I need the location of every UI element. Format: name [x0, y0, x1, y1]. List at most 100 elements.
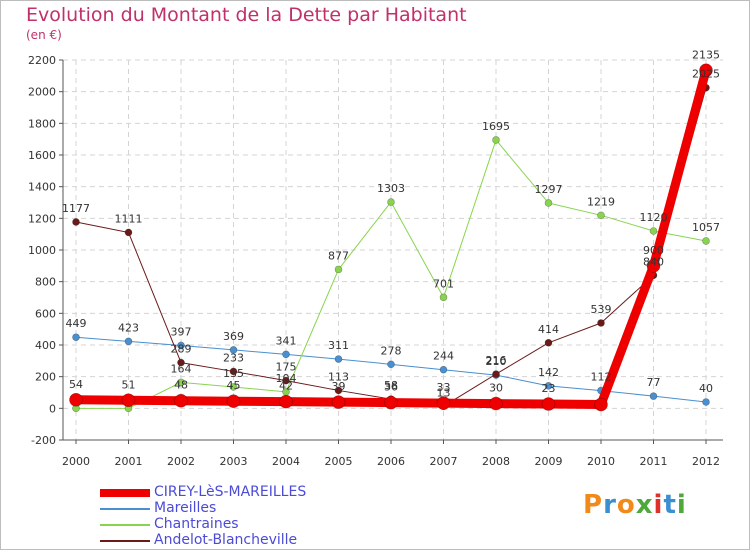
y-tick-label: 1600	[28, 149, 56, 162]
data-point	[387, 198, 395, 206]
data-point	[177, 378, 185, 387]
data-label: 423	[118, 321, 139, 334]
data-point	[174, 393, 188, 408]
y-tick-label: 2200	[28, 54, 56, 67]
data-point	[177, 358, 185, 367]
data-label: 311	[328, 339, 349, 352]
y-tick-label: 800	[35, 276, 56, 289]
data-label: 77	[647, 376, 661, 389]
data-point	[597, 319, 605, 327]
chart-subtitle: (en €)	[26, 28, 62, 42]
data-label: 33	[437, 381, 451, 394]
data-point	[594, 397, 608, 412]
data-label: 30	[489, 382, 503, 395]
data-label: 112	[591, 371, 612, 384]
x-tick-label: 2001	[115, 455, 143, 468]
data-label: 42	[279, 380, 293, 393]
data-label: 58	[384, 379, 398, 392]
data-label: 104	[276, 372, 297, 385]
data-point	[387, 360, 395, 369]
x-tick-label: 2008	[482, 455, 510, 468]
data-point	[331, 395, 346, 409]
y-tick-label: 1200	[28, 212, 56, 225]
data-point	[436, 396, 451, 410]
data-label: 539	[591, 303, 612, 316]
data-point	[226, 394, 241, 409]
data-label: 48	[174, 379, 188, 392]
data-label: 369	[223, 330, 244, 343]
x-tick-label: 2007	[430, 455, 458, 468]
data-point	[229, 346, 238, 354]
logo-letter: i	[676, 490, 687, 520]
data-label: 39	[332, 380, 346, 393]
data-label: 278	[381, 344, 402, 357]
data-label: 142	[538, 366, 559, 379]
data-label: 45	[227, 379, 241, 392]
chart-title: Evolution du Montant de la Dette par Hab…	[26, 4, 467, 26]
data-point	[544, 199, 553, 207]
data-point	[229, 383, 238, 391]
y-tick-label: 0	[49, 402, 56, 415]
data-label: 1177	[62, 202, 90, 215]
data-point	[492, 370, 500, 378]
proxiti-logo: Proxiti	[583, 490, 687, 520]
data-label: 900	[643, 244, 664, 257]
legend-swatch	[100, 489, 150, 497]
legend-swatch	[100, 524, 150, 526]
y-tick-label: 1800	[28, 117, 56, 130]
logo-letter: t	[663, 490, 677, 520]
data-label: 2025	[692, 68, 720, 81]
data-point	[489, 396, 503, 411]
data-point	[702, 398, 710, 406]
data-label: 210	[486, 355, 507, 368]
data-point	[544, 338, 553, 347]
data-point	[72, 333, 80, 342]
data-label: 244	[433, 350, 454, 363]
data-label: 1057	[692, 221, 720, 234]
x-tick-label: 2010	[587, 455, 615, 468]
data-point	[124, 337, 133, 346]
data-label: 135	[223, 367, 244, 380]
x-tick-label: 2002	[167, 455, 195, 468]
legend-label: Mareilles	[154, 500, 217, 516]
legend-swatch	[100, 508, 150, 510]
data-point	[541, 397, 556, 411]
data-label: 877	[328, 249, 349, 262]
data-point	[597, 211, 605, 220]
data-label: 289	[171, 343, 192, 356]
data-point	[649, 392, 658, 400]
legend-label: Andelot-Blancheville	[154, 532, 298, 548]
data-point	[121, 393, 136, 408]
legend-swatch	[100, 540, 150, 542]
data-label: 701	[433, 277, 454, 290]
data-label: 341	[276, 334, 297, 347]
data-point	[282, 376, 290, 385]
data-label: 449	[66, 317, 87, 330]
y-tick-label: 400	[35, 339, 56, 352]
data-label: 13	[437, 386, 451, 399]
data-point	[282, 350, 290, 359]
data-label: 175	[276, 361, 297, 374]
data-label: 216	[486, 354, 507, 367]
x-tick-label: 2009	[535, 455, 563, 468]
data-label: 51	[122, 378, 136, 391]
data-label: 1219	[587, 195, 615, 208]
data-label: 113	[328, 370, 349, 383]
logo-letter: o	[616, 490, 636, 520]
data-label: 397	[171, 325, 192, 338]
logo-letter: r	[603, 490, 617, 520]
y-tick-label: -200	[31, 434, 56, 447]
x-tick-label: 2003	[220, 455, 248, 468]
data-label: 2135	[692, 48, 720, 61]
x-tick-label: 2012	[692, 455, 720, 468]
data-label: 164	[171, 362, 192, 375]
data-point	[229, 367, 238, 376]
data-point	[177, 341, 185, 350]
data-point	[334, 265, 343, 274]
x-tick-label: 2011	[640, 455, 668, 468]
data-label: 414	[538, 323, 559, 336]
legend-label: CIREY-LèS-MAREILLES	[154, 484, 307, 500]
logo-letter: P	[583, 490, 604, 520]
data-label: 1111	[115, 212, 143, 225]
